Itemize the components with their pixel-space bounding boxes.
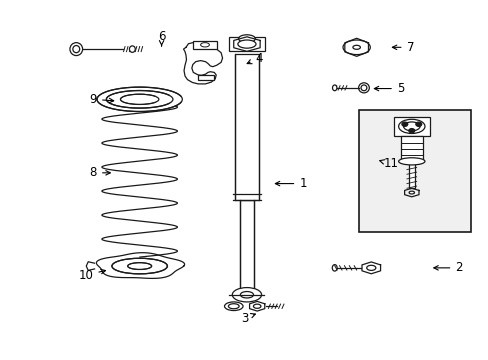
Text: 9: 9 [89, 93, 114, 106]
Bar [400, 136, 422, 161]
Text: 2: 2 [433, 261, 462, 274]
Bar [408, 161, 414, 188]
Ellipse shape [398, 119, 424, 134]
Polygon shape [198, 75, 213, 80]
Text: 7: 7 [391, 41, 413, 54]
Ellipse shape [120, 94, 159, 104]
Ellipse shape [352, 45, 360, 49]
Ellipse shape [253, 304, 261, 308]
Bar [239, 200, 254, 289]
Ellipse shape [237, 40, 256, 48]
Text: 11: 11 [379, 157, 397, 170]
Ellipse shape [398, 158, 424, 165]
Text: 4: 4 [246, 51, 263, 64]
Bar [193, 41, 216, 49]
Text: 1: 1 [275, 177, 306, 190]
Ellipse shape [112, 258, 167, 274]
Ellipse shape [127, 263, 151, 269]
Bar [228, 37, 264, 51]
Ellipse shape [408, 191, 414, 194]
Ellipse shape [224, 302, 243, 311]
Ellipse shape [97, 87, 182, 112]
Text: 8: 8 [89, 166, 110, 179]
Circle shape [408, 129, 414, 133]
Ellipse shape [366, 265, 375, 270]
Text: 5: 5 [373, 82, 404, 95]
Ellipse shape [73, 45, 80, 53]
Ellipse shape [403, 122, 419, 131]
Ellipse shape [232, 288, 261, 302]
Text: 3: 3 [240, 311, 255, 325]
Ellipse shape [200, 42, 209, 47]
Ellipse shape [228, 304, 239, 309]
Circle shape [415, 122, 421, 126]
Ellipse shape [342, 40, 369, 55]
Text: 6: 6 [158, 30, 165, 46]
Ellipse shape [238, 35, 255, 42]
Circle shape [401, 122, 407, 126]
Ellipse shape [70, 42, 82, 55]
Ellipse shape [358, 83, 368, 93]
Ellipse shape [240, 292, 253, 298]
Ellipse shape [106, 90, 173, 108]
Bar [393, 117, 429, 136]
Ellipse shape [331, 265, 336, 271]
Ellipse shape [129, 46, 135, 52]
Ellipse shape [332, 85, 336, 91]
Bar [358, 110, 470, 232]
Bar [235, 54, 258, 200]
Text: 10: 10 [79, 269, 105, 282]
Ellipse shape [360, 85, 366, 91]
